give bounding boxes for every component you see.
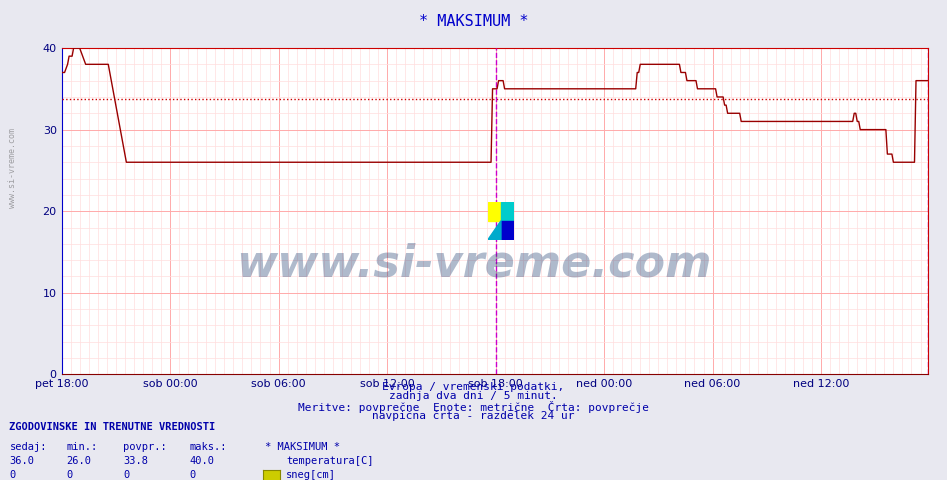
- Text: 33.8: 33.8: [123, 456, 148, 466]
- Text: Meritve: povprečne  Enote: metrične  Črta: povprečje: Meritve: povprečne Enote: metrične Črta:…: [298, 401, 649, 413]
- Text: temperatura[C]: temperatura[C]: [286, 456, 373, 466]
- Text: sneg[cm]: sneg[cm]: [286, 470, 336, 480]
- Text: 0: 0: [123, 470, 130, 480]
- Text: 26.0: 26.0: [66, 456, 91, 466]
- Text: navpična črta - razdelek 24 ur: navpična črta - razdelek 24 ur: [372, 410, 575, 421]
- Text: 36.0: 36.0: [9, 456, 34, 466]
- Text: 0: 0: [9, 470, 16, 480]
- Bar: [501, 221, 514, 240]
- Text: Evropa / vremenski podatki,: Evropa / vremenski podatki,: [383, 382, 564, 392]
- Polygon shape: [488, 221, 501, 240]
- Text: www.si-vreme.com: www.si-vreme.com: [8, 128, 17, 208]
- Text: povpr.:: povpr.:: [123, 442, 167, 452]
- Text: min.:: min.:: [66, 442, 98, 452]
- Bar: [488, 202, 501, 221]
- Text: zadnja dva dni / 5 minut.: zadnja dva dni / 5 minut.: [389, 391, 558, 401]
- Text: 0: 0: [189, 470, 196, 480]
- Text: * MAKSIMUM *: * MAKSIMUM *: [265, 442, 340, 452]
- Text: maks.:: maks.:: [189, 442, 227, 452]
- Text: 0: 0: [66, 470, 73, 480]
- Text: www.si-vreme.com: www.si-vreme.com: [236, 242, 711, 286]
- Bar: [501, 202, 514, 221]
- Text: 40.0: 40.0: [189, 456, 214, 466]
- Text: ZGODOVINSKE IN TRENUTNE VREDNOSTI: ZGODOVINSKE IN TRENUTNE VREDNOSTI: [9, 422, 216, 432]
- Text: sedaj:: sedaj:: [9, 442, 47, 452]
- Text: * MAKSIMUM *: * MAKSIMUM *: [419, 14, 528, 29]
